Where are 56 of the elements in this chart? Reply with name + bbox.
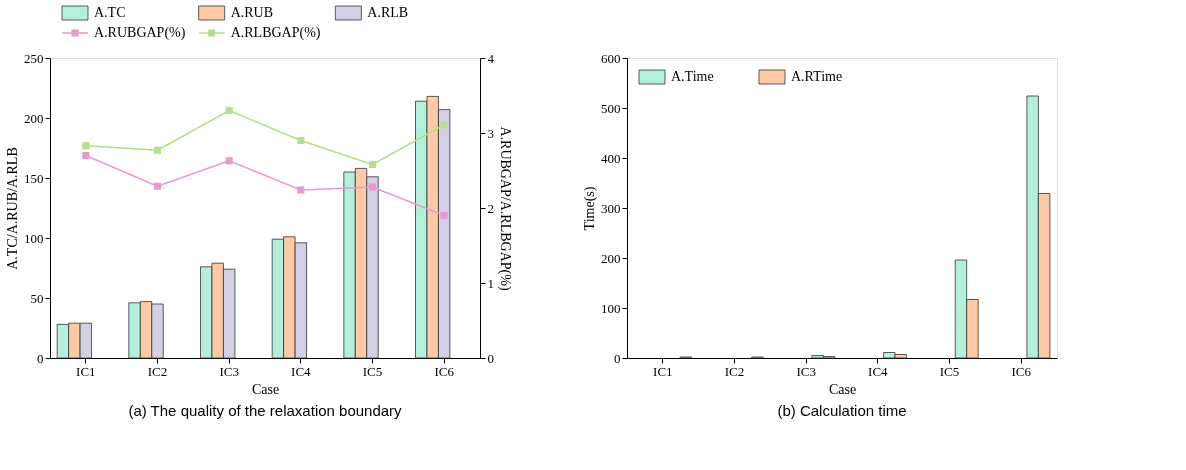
y-tick-label: 50 <box>30 290 44 306</box>
x-tick-label: IC1 <box>653 363 673 379</box>
y-tick-label: 200 <box>24 110 44 126</box>
x-tick-label: IC3 <box>796 363 816 379</box>
x-tick-label: IC5 <box>362 363 383 379</box>
y-tick-label: 100 <box>24 230 44 246</box>
y2-tick-label: 2 <box>487 200 494 216</box>
y-tick-label: 200 <box>601 250 621 266</box>
legend-label: A.RUB <box>230 5 274 20</box>
y2-tick-label: 3 <box>487 125 494 141</box>
y-axis-title: Time(s) <box>582 186 598 231</box>
point <box>440 121 448 129</box>
point <box>368 160 377 169</box>
x-tick-label: IC1 <box>76 363 96 379</box>
point <box>225 106 233 115</box>
y2-axis-title: A.RUBGAP/A.RLBGAP(%) <box>497 126 513 291</box>
x-tick-label: IC6 <box>434 363 455 379</box>
y-axis-title: A.TC/A.RUB/A.RLB <box>5 147 20 270</box>
y-tick-label: 500 <box>601 100 621 116</box>
legend-label: A.RLBGAP(%) <box>230 25 321 41</box>
legend-label: A.Time <box>671 69 714 84</box>
y2-tick-label: 4 <box>487 50 495 66</box>
y2-tick-label: 1 <box>487 275 494 291</box>
y-tick-label: 400 <box>601 150 621 166</box>
x-tick-label: IC2 <box>147 363 168 379</box>
x-tick-label: IC2 <box>724 363 745 379</box>
text: (a) The quality of the relaxation boundary <box>128 402 403 419</box>
legend-label: A.RLB <box>367 5 409 20</box>
legend-label: A.RTime <box>791 69 843 84</box>
x-tick-label: IC6 <box>1011 363 1032 379</box>
legend-label: A.RUBGAP(%) <box>94 25 186 41</box>
y-tick-label: 300 <box>601 200 621 216</box>
point <box>368 183 377 191</box>
point <box>225 157 233 165</box>
x-tick-label: IC5 <box>939 363 960 379</box>
point <box>297 186 305 194</box>
point <box>153 146 162 154</box>
y2-tick-label: 0 <box>487 350 494 366</box>
point <box>297 136 305 145</box>
x-axis-title: Case <box>251 381 280 397</box>
legend-label: A.TC <box>94 5 126 20</box>
point <box>440 211 448 220</box>
y-tick-label: 150 <box>24 170 44 186</box>
y-tick-label: 0 <box>614 350 621 366</box>
x-tick-label: IC3 <box>219 363 239 379</box>
point <box>153 182 162 190</box>
y-tick-label: 0 <box>37 350 44 366</box>
x-axis-title: Case <box>828 381 857 397</box>
text: (b) Calculation time <box>777 402 907 419</box>
x-tick-label: IC4 <box>868 363 889 379</box>
y-tick-label: 250 <box>24 50 44 66</box>
point <box>82 142 90 150</box>
x-tick-label: IC4 <box>291 363 312 379</box>
y-tick-label: 600 <box>601 50 621 66</box>
point <box>82 151 90 160</box>
y-tick-label: 100 <box>601 300 621 316</box>
